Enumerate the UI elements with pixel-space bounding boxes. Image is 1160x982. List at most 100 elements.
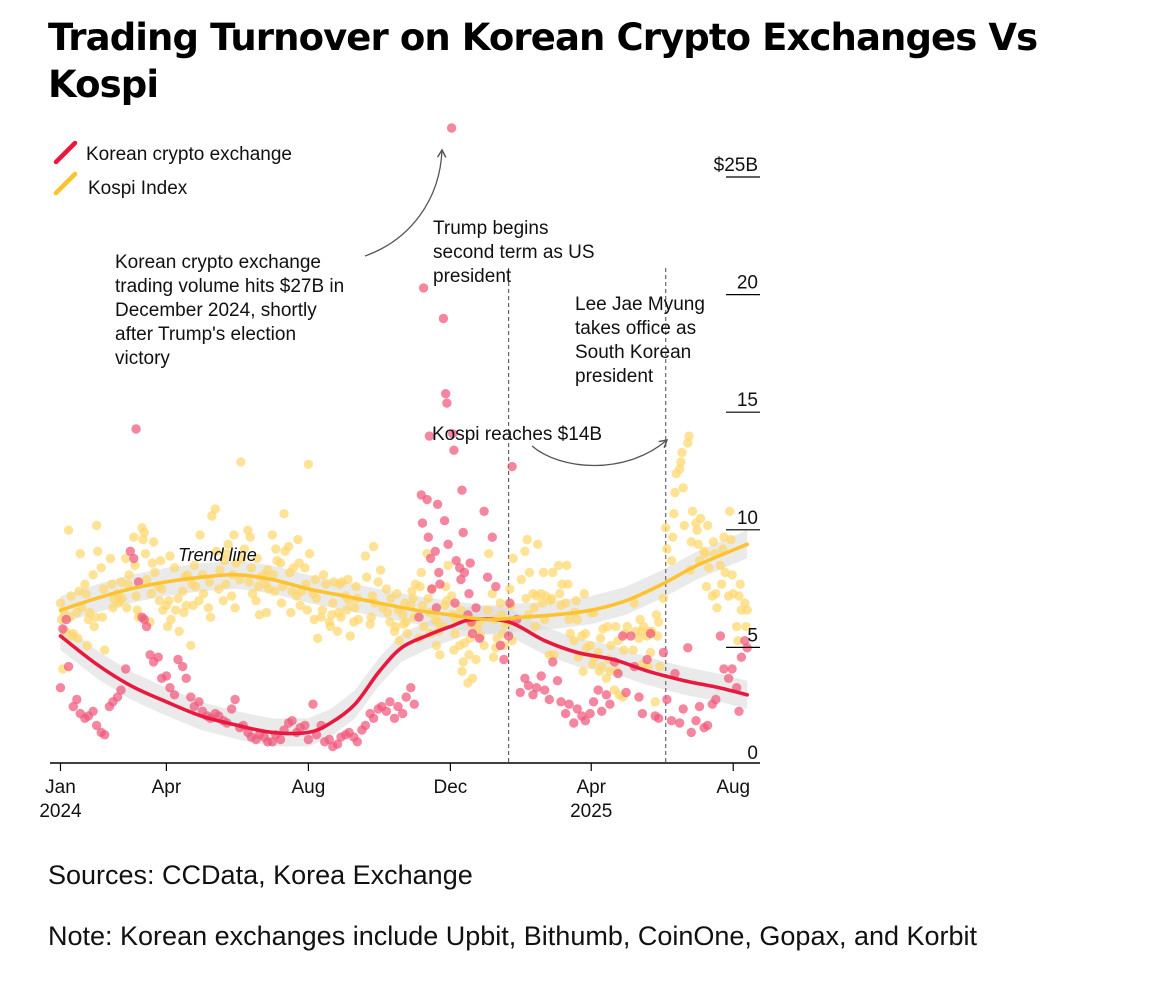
data-point	[597, 706, 607, 716]
data-point	[267, 530, 277, 540]
note-text: Note: Korean exchanges include Upbit, Bi…	[48, 921, 978, 951]
data-point	[438, 313, 449, 324]
data-point	[407, 586, 417, 596]
data-point	[130, 560, 140, 571]
data-point	[515, 687, 525, 698]
data-point	[448, 429, 458, 439]
data-point	[116, 685, 126, 695]
data-point	[505, 598, 515, 608]
data-point	[471, 654, 481, 665]
annotation-kospi-peak-line: Kospi reaches $14B	[432, 424, 602, 445]
data-point	[547, 593, 557, 604]
data-point	[549, 650, 559, 660]
data-point	[171, 605, 181, 615]
data-point	[723, 673, 734, 683]
data-point	[418, 283, 429, 293]
data-point	[702, 720, 713, 731]
data-point	[508, 553, 518, 564]
data-point	[564, 614, 574, 625]
data-point	[66, 591, 76, 601]
trend-line-kospi	[58, 542, 749, 622]
trend-line-crypto	[58, 617, 749, 736]
data-point	[670, 668, 680, 679]
data-point	[634, 692, 644, 702]
data-point	[157, 584, 167, 594]
data-point	[303, 459, 314, 469]
data-point	[537, 598, 547, 608]
data-point	[457, 666, 467, 676]
data-point	[691, 716, 701, 726]
data-point	[569, 636, 579, 646]
data-point	[401, 692, 411, 702]
data-point	[275, 558, 286, 568]
annotation-crypto-peak-line: December 2024, shortly	[115, 300, 317, 321]
data-point	[269, 586, 280, 596]
data-point	[533, 539, 543, 549]
data-point	[129, 532, 139, 542]
x-tick-sublabel: 2024	[39, 801, 82, 822]
data-point	[552, 676, 563, 686]
data-point	[431, 640, 442, 651]
data-point	[283, 541, 294, 552]
data-point	[139, 614, 149, 625]
data-point	[479, 640, 489, 651]
data-point	[169, 563, 180, 573]
data-point	[237, 553, 247, 564]
data-point	[367, 591, 378, 601]
data-point	[173, 593, 183, 604]
legend: Korean crypto exchange Kospi Index	[53, 140, 292, 199]
data-point	[313, 633, 323, 643]
data-point	[662, 544, 672, 554]
data-point	[446, 591, 457, 601]
data-point	[507, 461, 517, 472]
data-point	[503, 631, 514, 641]
x-tick-label: Dec	[433, 777, 467, 798]
data-point	[458, 657, 468, 667]
data-point	[300, 563, 310, 573]
data-point	[516, 574, 527, 585]
x-tick-label: Aug	[716, 777, 750, 798]
data-point	[432, 499, 443, 509]
data-point	[375, 565, 386, 575]
data-point	[391, 621, 401, 632]
data-point	[205, 612, 216, 622]
data-point	[195, 530, 205, 540]
data-point	[629, 598, 639, 608]
data-point	[645, 647, 656, 658]
data-point	[153, 652, 163, 662]
y-tick-label: $25B	[714, 155, 758, 176]
data-point	[382, 607, 393, 618]
data-point	[529, 603, 539, 613]
data-point	[423, 593, 433, 604]
data-point	[423, 532, 433, 542]
data-point	[725, 506, 735, 516]
data-point	[701, 581, 712, 592]
data-point	[695, 513, 706, 524]
data-point	[276, 598, 287, 608]
annotation-lee-line: Lee Jae Myung	[575, 294, 705, 315]
data-point	[711, 589, 721, 599]
data-point	[678, 483, 688, 493]
data-point	[727, 664, 737, 674]
data-point	[91, 520, 102, 531]
data-point	[207, 511, 217, 521]
data-point	[661, 523, 671, 533]
legend-swatch-kospi	[53, 171, 78, 196]
data-point	[487, 532, 497, 542]
data-point	[381, 584, 392, 594]
data-point	[181, 600, 191, 611]
data-point	[226, 591, 237, 601]
data-point	[727, 570, 737, 580]
data-point	[687, 506, 698, 516]
data-point	[458, 527, 468, 538]
legend-swatch-crypto	[53, 140, 78, 165]
data-point	[692, 525, 702, 535]
data-point	[595, 633, 606, 643]
data-point	[439, 516, 450, 526]
data-point	[97, 612, 108, 622]
data-point	[658, 647, 669, 658]
data-point	[637, 708, 648, 719]
data-point	[252, 553, 262, 564]
data-point	[165, 551, 175, 561]
